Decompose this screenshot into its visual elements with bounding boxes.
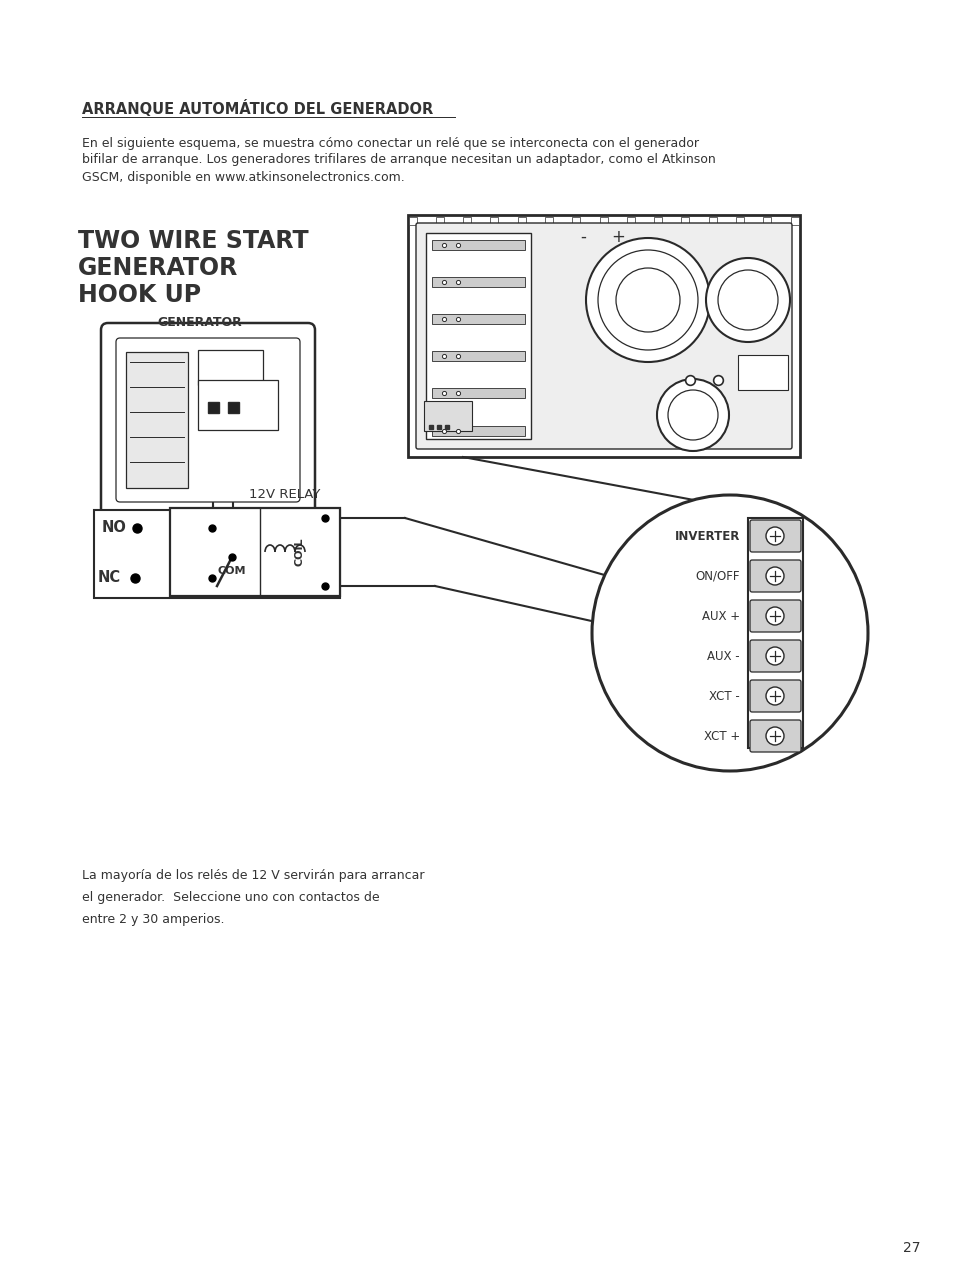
- FancyBboxPatch shape: [749, 560, 801, 591]
- Text: GENERATOR: GENERATOR: [157, 315, 242, 328]
- Circle shape: [765, 607, 783, 625]
- Text: NC: NC: [98, 571, 121, 585]
- Bar: [738, 355, 787, 391]
- Circle shape: [592, 495, 867, 771]
- Bar: [790, 218, 799, 225]
- Bar: [544, 218, 553, 225]
- Bar: [735, 218, 743, 225]
- FancyBboxPatch shape: [749, 600, 801, 632]
- Bar: [599, 218, 607, 225]
- FancyBboxPatch shape: [749, 720, 801, 752]
- Text: ON/OFF: ON/OFF: [695, 570, 740, 583]
- Text: COM: COM: [218, 566, 246, 576]
- Bar: [654, 218, 661, 225]
- Circle shape: [585, 238, 709, 363]
- Bar: [432, 277, 524, 287]
- Text: -: -: [579, 228, 585, 245]
- Bar: [198, 380, 277, 430]
- Bar: [762, 218, 770, 225]
- Text: INVERTER: INVERTER: [674, 529, 740, 542]
- Circle shape: [765, 567, 783, 585]
- Text: GSCM, disponible en www.atkinsonelectronics.com.: GSCM, disponible en www.atkinsonelectron…: [82, 170, 404, 183]
- Bar: [517, 218, 525, 225]
- Text: NO: NO: [102, 520, 127, 536]
- Bar: [208, 402, 219, 413]
- FancyBboxPatch shape: [101, 323, 314, 516]
- Bar: [432, 388, 524, 398]
- Bar: [680, 218, 688, 225]
- Text: La mayoría de los relés de 12 V servirán para arrancar: La mayoría de los relés de 12 V servirán…: [82, 870, 424, 883]
- Text: AUX -: AUX -: [706, 650, 740, 663]
- Text: bifilar de arranque. Los generadores trifilares de arranque necesitan un adaptad: bifilar de arranque. Los generadores tri…: [82, 154, 715, 167]
- Text: AUX +: AUX +: [701, 609, 740, 622]
- Circle shape: [598, 251, 698, 350]
- Text: XCT +: XCT +: [703, 730, 740, 743]
- Text: +: +: [611, 228, 624, 245]
- Bar: [490, 218, 497, 225]
- Circle shape: [718, 270, 778, 329]
- Bar: [94, 510, 339, 598]
- Text: XCT -: XCT -: [708, 689, 740, 702]
- Bar: [426, 233, 531, 439]
- Bar: [126, 352, 188, 488]
- Bar: [462, 218, 471, 225]
- FancyBboxPatch shape: [416, 223, 791, 449]
- Bar: [408, 215, 800, 457]
- Bar: [626, 218, 635, 225]
- Text: 27: 27: [902, 1241, 920, 1255]
- Circle shape: [765, 647, 783, 665]
- Text: ARRANQUE AUTOMÁTICO DEL GENERADOR: ARRANQUE AUTOMÁTICO DEL GENERADOR: [82, 100, 433, 117]
- Circle shape: [765, 527, 783, 544]
- Circle shape: [657, 379, 728, 452]
- Bar: [708, 218, 717, 225]
- Bar: [170, 508, 339, 597]
- Bar: [432, 314, 524, 324]
- Bar: [409, 218, 416, 225]
- Text: GENERATOR: GENERATOR: [78, 256, 238, 280]
- Text: HOOK UP: HOOK UP: [78, 282, 201, 307]
- Bar: [747, 518, 802, 748]
- Bar: [432, 240, 524, 251]
- Bar: [423, 401, 472, 431]
- Bar: [198, 350, 263, 385]
- Bar: [432, 426, 524, 436]
- Circle shape: [667, 391, 718, 440]
- FancyBboxPatch shape: [116, 338, 299, 502]
- Bar: [436, 218, 443, 225]
- FancyBboxPatch shape: [749, 640, 801, 672]
- Text: TWO WIRE START: TWO WIRE START: [78, 229, 309, 253]
- Bar: [572, 218, 579, 225]
- Bar: [228, 402, 239, 413]
- Text: entre 2 y 30 amperios.: entre 2 y 30 amperios.: [82, 913, 224, 926]
- Text: COIL: COIL: [294, 538, 305, 566]
- Circle shape: [616, 268, 679, 332]
- Circle shape: [705, 258, 789, 342]
- Bar: [432, 351, 524, 361]
- FancyBboxPatch shape: [749, 681, 801, 712]
- Text: el generador.  Seleccione uno con contactos de: el generador. Seleccione uno con contact…: [82, 892, 379, 904]
- Text: En el siguiente esquema, se muestra cómo conectar un relé que se interconecta co: En el siguiente esquema, se muestra cómo…: [82, 136, 699, 150]
- FancyBboxPatch shape: [749, 520, 801, 552]
- Circle shape: [765, 728, 783, 745]
- Circle shape: [765, 687, 783, 705]
- Text: 12V RELAY: 12V RELAY: [249, 488, 320, 501]
